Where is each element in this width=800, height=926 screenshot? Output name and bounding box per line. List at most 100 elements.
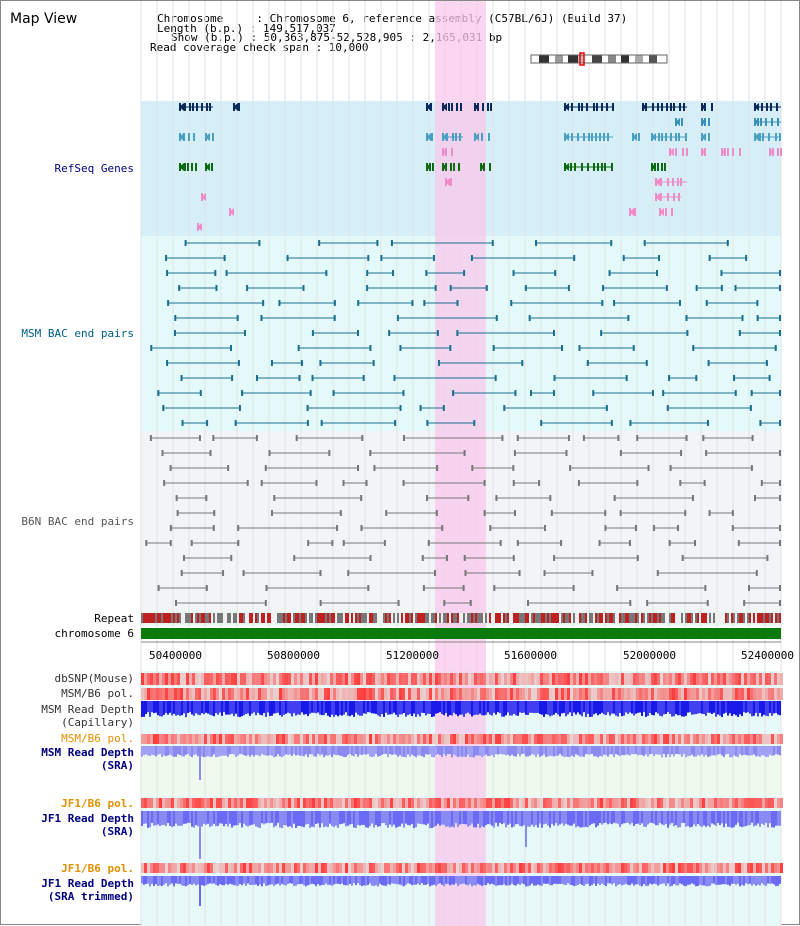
repeat-element — [685, 613, 687, 623]
polymorphism-cell — [330, 688, 333, 700]
read-depth-bar — [709, 811, 711, 828]
read-depth-bar — [191, 876, 193, 885]
read-depth-bar — [499, 746, 501, 754]
read-depth-bar — [351, 876, 353, 886]
polymorphism-cell — [564, 734, 567, 744]
repeat-element — [293, 613, 295, 623]
polymorphism-cell — [498, 673, 501, 685]
read-depth-bar — [303, 876, 305, 886]
repeat-element — [497, 613, 499, 623]
polymorphism-cell — [255, 688, 258, 700]
read-depth-bar — [641, 746, 643, 756]
read-depth-bar — [335, 811, 337, 826]
read-depth-bar — [273, 876, 275, 886]
read-depth-bar — [443, 701, 445, 716]
refseq-gene-exon — [666, 103, 668, 111]
polymorphism-cell — [627, 734, 630, 744]
read-depth-bar — [461, 701, 463, 715]
read-depth-bar — [207, 701, 209, 714]
read-depth-bar — [605, 876, 607, 887]
polymorphism-cell — [393, 798, 396, 808]
read-depth-bar — [277, 811, 279, 823]
read-depth-bar — [625, 811, 627, 823]
read-depth-bar — [503, 746, 505, 755]
b6n-bac-pair-end — [779, 525, 781, 531]
polymorphism-cell — [741, 688, 744, 700]
read-depth-bar — [679, 811, 681, 828]
msm-bac-pair-end — [165, 255, 168, 261]
read-depth-bar — [771, 746, 773, 756]
repeat-element — [149, 613, 151, 623]
polymorphism-cell — [555, 798, 558, 808]
read-depth-bar — [235, 811, 237, 826]
ideogram-band — [657, 55, 667, 63]
read-depth-bar — [197, 876, 199, 885]
msm-bac-pair-end — [238, 405, 241, 411]
read-depth-bar — [273, 701, 275, 714]
read-depth-bar — [697, 876, 699, 887]
track-label-msm-bac[interactable]: MSM BAC end pairs — [21, 327, 134, 340]
repeat-element — [279, 613, 281, 623]
read-depth-bar — [499, 876, 501, 886]
read-depth-bar — [733, 746, 735, 756]
polymorphism-cell — [276, 673, 279, 685]
read-depth-bar — [581, 876, 583, 885]
read-depth-bar — [493, 811, 495, 828]
polymorphism-cell — [609, 673, 612, 685]
polymorphism-cell — [669, 673, 672, 685]
read-depth-bar — [265, 746, 267, 756]
read-depth-bar — [467, 876, 469, 886]
repeat-element — [649, 613, 651, 623]
polymorphism-cell — [651, 688, 654, 700]
msm-bac-pair-end — [380, 255, 383, 261]
read-depth-bar — [451, 746, 453, 758]
track-label-b6n-bac[interactable]: B6N BAC end pairs — [21, 515, 134, 528]
read-depth-bar — [529, 811, 531, 827]
read-depth-bar — [349, 746, 351, 754]
polymorphism-cell — [444, 734, 447, 744]
refseq-gene-exon — [577, 133, 579, 141]
repeat-element — [769, 613, 771, 623]
polymorphism-cell — [768, 734, 771, 744]
polymorphism-cell — [186, 863, 189, 873]
repeat-element — [659, 613, 661, 623]
read-depth-bar — [415, 746, 417, 758]
polymorphism-cell — [522, 734, 525, 744]
polymorphism-cell — [459, 734, 462, 744]
read-depth-bar — [757, 811, 759, 824]
repeat-element — [341, 613, 343, 623]
polymorphism-cell — [711, 734, 714, 744]
polymorphism-cell — [240, 734, 243, 744]
refseq-gene-exon — [660, 178, 662, 186]
read-depth-bar — [337, 746, 339, 755]
read-depth-bar — [569, 876, 571, 885]
read-depth-bar — [581, 701, 583, 717]
b6n-bac-pair-end — [647, 465, 650, 471]
read-depth-bar — [405, 811, 407, 824]
read-depth-bar — [459, 701, 461, 715]
polymorphism-cell — [234, 734, 237, 744]
read-depth-bar — [709, 876, 711, 886]
read-depth-bar — [775, 811, 777, 826]
msm-bac-pair-end — [651, 390, 654, 396]
read-depth-bar — [165, 876, 167, 884]
polymorphism-cell — [708, 673, 711, 685]
polymorphism-cell — [630, 734, 633, 744]
read-depth-bar — [173, 811, 175, 827]
read-depth-bar — [685, 811, 687, 827]
polymorphism-cell — [198, 688, 201, 700]
read-depth-bar — [283, 746, 285, 756]
b6n-bac-pair-end — [516, 435, 519, 441]
polymorphism-cell — [180, 673, 183, 685]
repeat-element — [597, 613, 599, 623]
polymorphism-cell — [777, 863, 780, 873]
track-label-refseq[interactable]: RefSeq Genes — [54, 162, 134, 175]
polymorphism-cell — [432, 863, 435, 873]
read-depth-bar — [357, 746, 359, 757]
read-depth-bar — [373, 746, 375, 757]
read-depth-bar — [689, 811, 691, 828]
polymorphism-cell — [741, 734, 744, 744]
read-depth-bar — [673, 811, 675, 827]
msm-bac-pair-end — [601, 300, 604, 306]
